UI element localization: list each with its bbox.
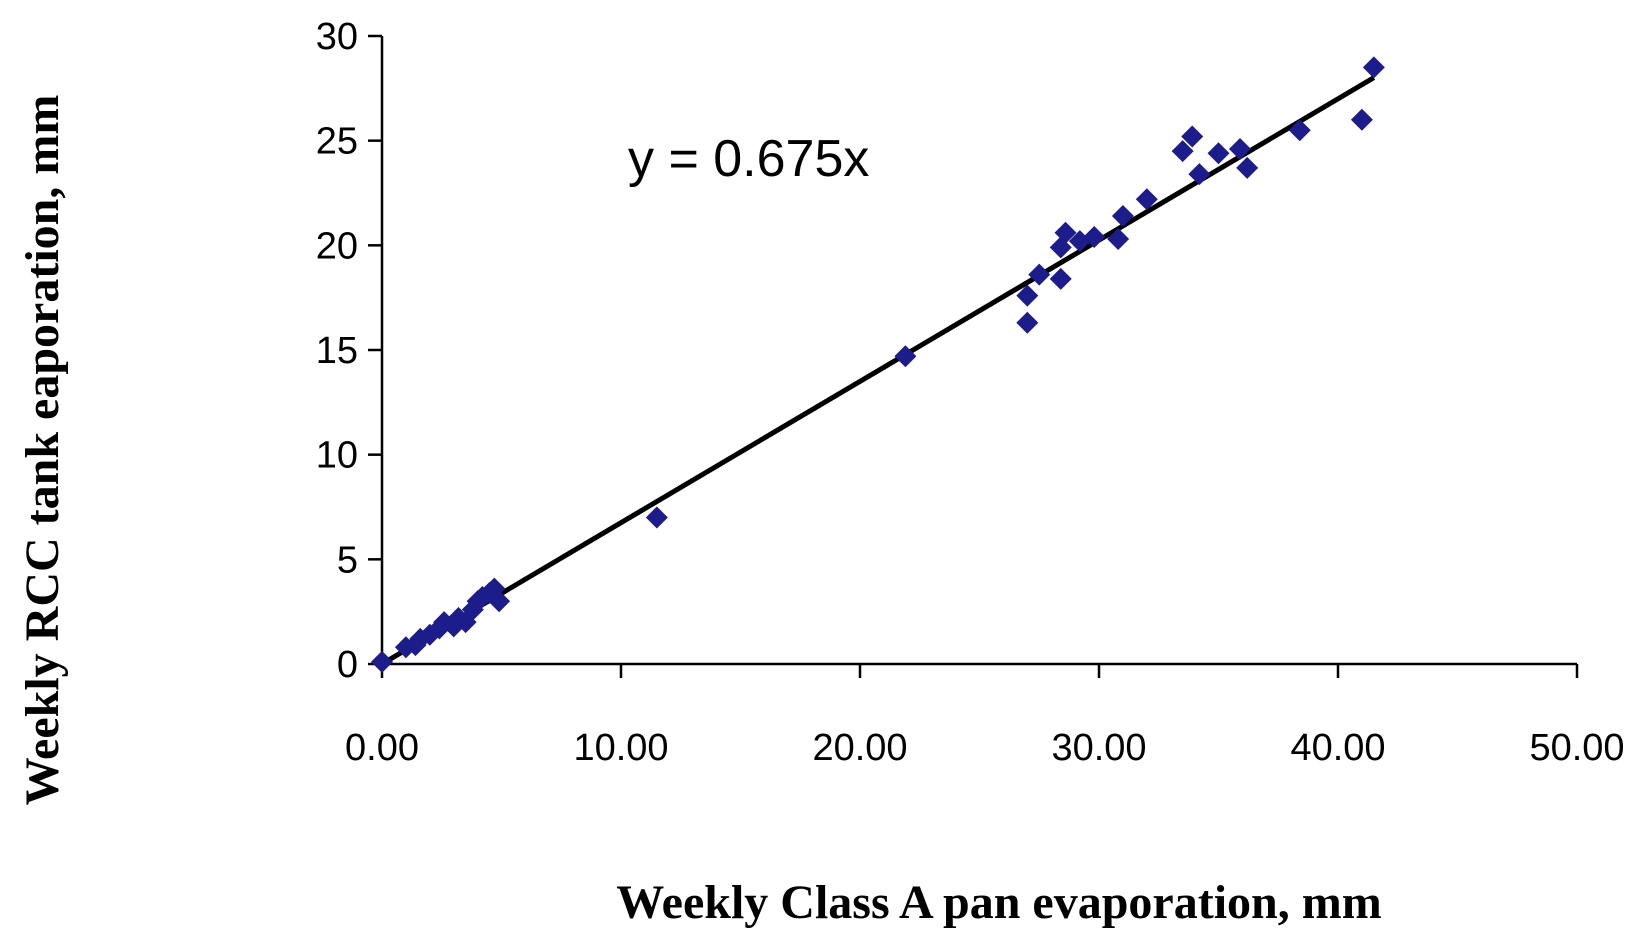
x-tick-label: 10.00 [573, 727, 668, 769]
data-points [371, 56, 1385, 673]
data-point-marker [1207, 142, 1230, 165]
data-point-marker [1049, 267, 1072, 290]
data-point-marker [1236, 156, 1259, 179]
data-point-marker [371, 650, 393, 673]
y-tick-label: 25 [316, 121, 358, 163]
trendline [380, 75, 1376, 667]
x-tick-label: 20.00 [812, 727, 907, 769]
data-point-marker [1181, 125, 1204, 148]
data-point-marker [1362, 56, 1385, 79]
data-point-marker [1229, 138, 1252, 161]
trendline-equation: y = 0.675x [628, 130, 869, 188]
data-point-marker [488, 590, 511, 613]
data-point-marker [1107, 228, 1130, 251]
data-point-marker [1188, 163, 1211, 186]
x-tick-label: 50.00 [1529, 727, 1624, 769]
axes [380, 36, 1577, 666]
y-tick-label: 5 [337, 539, 358, 581]
data-point-marker [1350, 108, 1373, 131]
data-point-marker [1135, 188, 1158, 211]
data-point-marker [1083, 225, 1106, 248]
x-tick-label: 0.00 [345, 727, 419, 769]
y-tick-label: 10 [316, 435, 358, 477]
x-axis-title: Weekly Class A pan evaporation, mm [616, 876, 1381, 929]
data-point-marker [1288, 119, 1311, 142]
x-tick-label: 40.00 [1290, 727, 1385, 769]
data-point-marker [1016, 311, 1039, 334]
data-point-marker [1171, 140, 1194, 163]
y-tick-label: 30 [316, 16, 358, 58]
y-tick-label: 0 [337, 644, 358, 686]
data-point-marker [1054, 221, 1077, 244]
y-axis-title: Weekly RCC tank eaporation, mm [16, 95, 69, 806]
data-point-marker [894, 345, 917, 368]
ticks: 0 5 10 15 20 25 30 0.00 10.00 20.00 30.00 40.00 50.0… [316, 16, 1625, 769]
y-tick-label: 20 [316, 225, 358, 267]
data-point-marker [1028, 263, 1051, 286]
data-point-marker [1111, 205, 1134, 228]
x-tick-label: 30.00 [1051, 727, 1146, 769]
data-point-marker [645, 506, 668, 529]
data-point-marker [1016, 284, 1039, 307]
y-tick-label: 15 [316, 330, 358, 372]
trendline-group [380, 75, 1376, 667]
